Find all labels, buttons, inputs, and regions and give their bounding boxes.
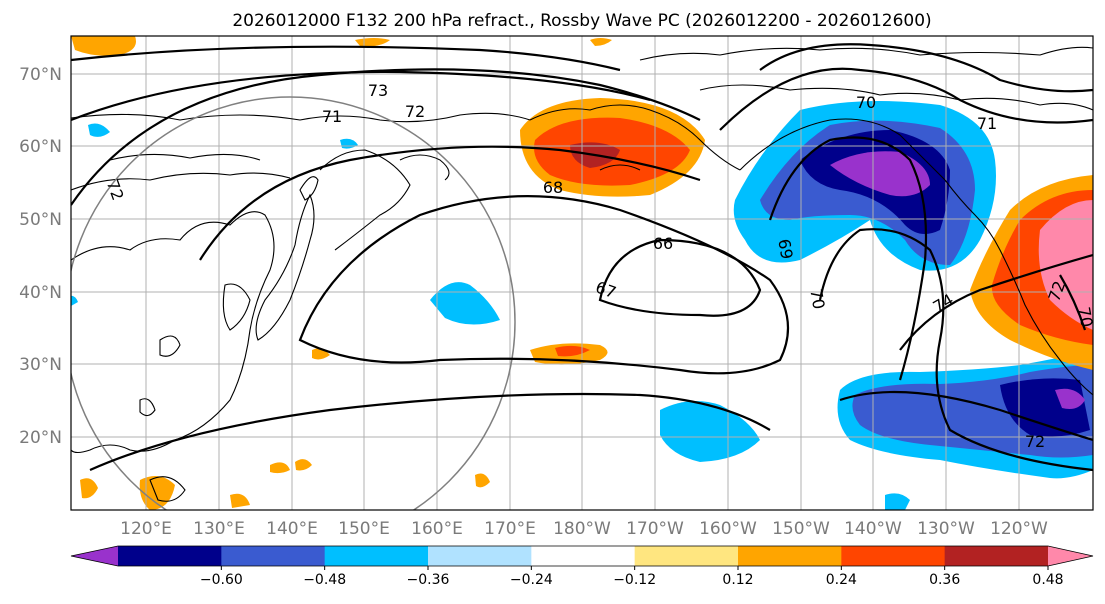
colorbar-tick-label: 0.24 bbox=[826, 572, 857, 588]
lat-label: 20°N bbox=[19, 428, 62, 448]
coastlines bbox=[71, 46, 1093, 502]
small-positive-anomalies bbox=[71, 36, 612, 510]
colorbar-tick-label: −0.60 bbox=[200, 572, 243, 588]
positive-anomaly-north-pacific bbox=[520, 98, 705, 197]
lon-label: 150°E bbox=[338, 519, 390, 539]
colorbar-segment bbox=[531, 546, 636, 566]
colorbar-tick-label: −0.36 bbox=[407, 572, 450, 588]
colorbar-segment bbox=[634, 546, 739, 566]
lon-label: 160°E bbox=[411, 519, 463, 539]
contour-label: 68 bbox=[543, 178, 563, 197]
contour-label: 69 bbox=[774, 237, 796, 260]
colorbar: −0.60 −0.48 −0.36 −0.24 −0.12 0.12 0.24 0.36 0.4… bbox=[70, 545, 1094, 588]
colorbar-tick-label: −0.48 bbox=[303, 572, 346, 588]
contour-label: 72 bbox=[405, 102, 425, 121]
lon-label: 180°W bbox=[553, 519, 611, 539]
colorbar-segment bbox=[738, 546, 842, 566]
colorbar-outline bbox=[70, 545, 1094, 567]
colorbar-tick-label: 0.12 bbox=[722, 572, 753, 588]
lon-label: 120°W bbox=[990, 519, 1048, 539]
colorbar-segment bbox=[841, 546, 946, 566]
negative-anomaly-subtropics bbox=[430, 282, 1093, 479]
lat-label: 30°N bbox=[19, 355, 62, 375]
latitude-labels: 70°N 60°N 50°N 40°N 30°N 20°N bbox=[19, 65, 62, 448]
contour-label: 70 bbox=[1074, 305, 1096, 328]
colorbar-extend-low bbox=[71, 546, 118, 566]
colorbar-segment bbox=[944, 546, 1049, 566]
lon-label: 130°E bbox=[193, 519, 245, 539]
colorbar-tick-label: 0.48 bbox=[1032, 572, 1063, 588]
lon-label: 170°E bbox=[484, 519, 536, 539]
lon-label: 160°W bbox=[699, 519, 757, 539]
lon-label: 150°W bbox=[772, 519, 830, 539]
figure-title: 2026012000 F132 200 hPa refract., Rossby… bbox=[232, 11, 931, 31]
map-area: 73 72 71 72 68 66 67 69 70 70 71 74 72 7… bbox=[71, 36, 1096, 510]
graticule bbox=[71, 36, 1093, 510]
contour-label: 72 bbox=[1025, 432, 1045, 451]
lon-label: 140°W bbox=[844, 519, 902, 539]
lat-label: 60°N bbox=[19, 137, 62, 157]
colorbar-segment bbox=[428, 546, 532, 566]
radius-circle bbox=[71, 96, 516, 510]
lon-label: 130°W bbox=[917, 519, 975, 539]
colorbar-segment bbox=[324, 546, 429, 566]
lat-label: 50°N bbox=[19, 210, 62, 230]
refractivity-contours bbox=[71, 43, 1093, 472]
contour-label: 66 bbox=[653, 234, 673, 253]
colorbar-tick-label: −0.24 bbox=[510, 572, 553, 588]
contour-label: 70 bbox=[856, 93, 876, 112]
colorbar-segment bbox=[221, 546, 326, 566]
colorbar-extend-high bbox=[1048, 546, 1093, 566]
contour-label: 71 bbox=[977, 114, 997, 133]
contour-label: 71 bbox=[322, 107, 342, 126]
map-frame bbox=[70, 35, 1094, 511]
contour-label: 73 bbox=[368, 81, 388, 100]
colorbar-segment bbox=[118, 546, 222, 566]
negative-anomaly-gulf-of-alaska bbox=[733, 101, 996, 271]
lat-label: 40°N bbox=[19, 283, 62, 303]
colorbar-tick-label: 0.36 bbox=[929, 572, 960, 588]
colorbar-tick-label: −0.12 bbox=[613, 572, 656, 588]
contour-label: 70 bbox=[806, 287, 828, 310]
longitude-labels: 120°E 130°E 140°E 150°E 160°E 170°E 180°… bbox=[120, 519, 1048, 539]
lat-label: 70°N bbox=[19, 65, 62, 85]
lon-label: 170°W bbox=[626, 519, 684, 539]
lon-label: 120°E bbox=[120, 519, 172, 539]
lon-label: 140°E bbox=[266, 519, 318, 539]
